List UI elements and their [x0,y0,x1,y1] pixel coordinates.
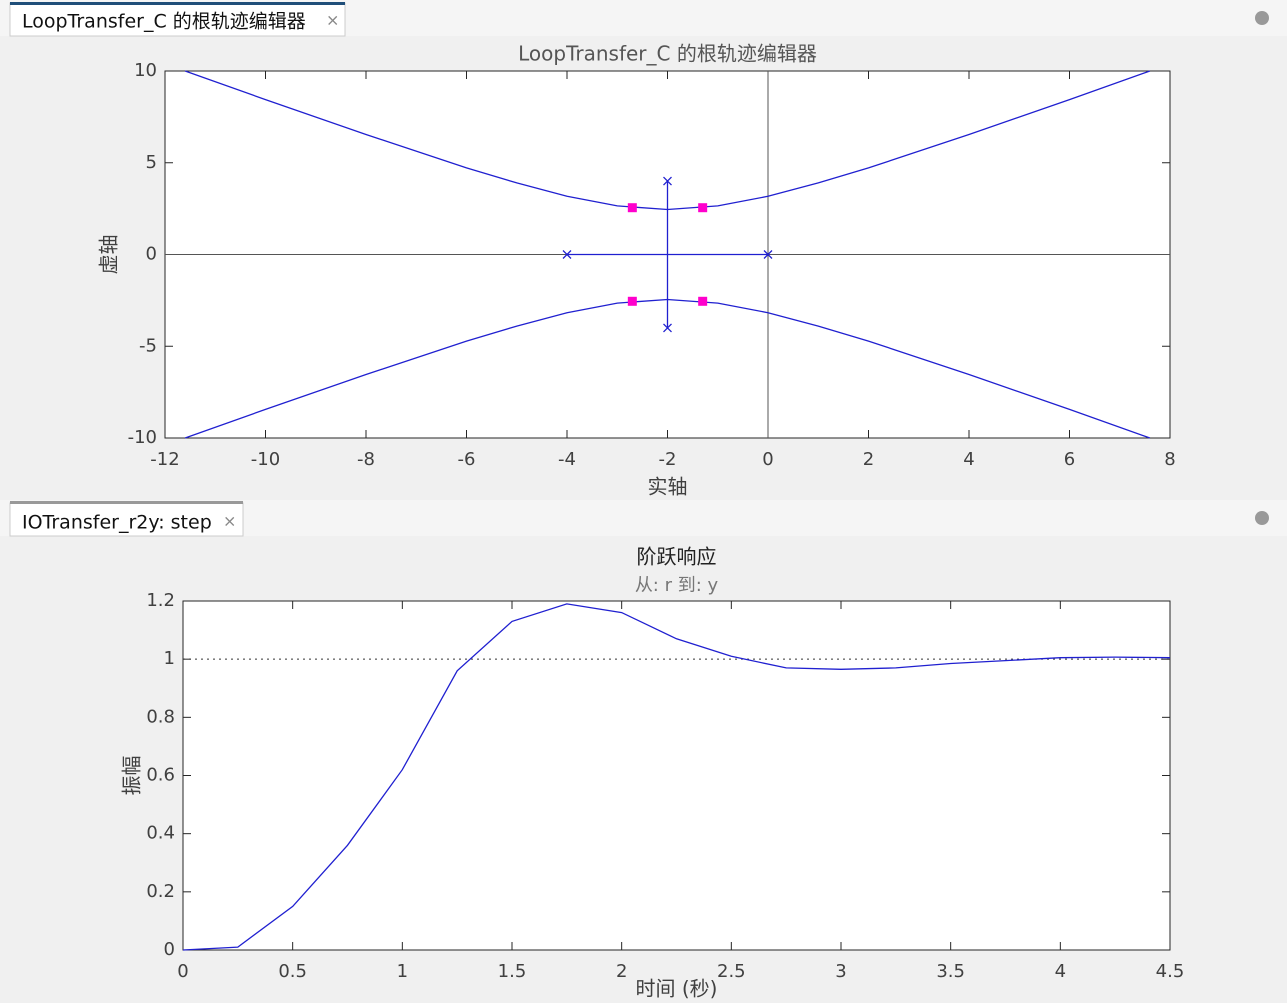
y-tick-label: 0 [146,244,157,265]
y-tick-label: -5 [139,335,157,356]
closed-loop-pole [698,203,708,213]
tab-close[interactable]: × [223,512,236,531]
closed-loop-pole [627,203,637,213]
y-tick-label: 0 [164,939,175,960]
x-tick-label: 2 [863,449,874,470]
x-tick-label: 4.5 [1156,961,1185,982]
x-tick-label: -12 [150,449,179,470]
menu-button[interactable] [1255,511,1269,525]
pole-marker [562,250,572,259]
tab-close[interactable]: × [326,11,339,30]
curve [182,603,1171,951]
y-tick-label: 5 [146,152,157,173]
x-tick-label: 4 [963,449,974,470]
y-tick-label: 0.2 [146,881,175,902]
x-tick-label: 2 [616,961,627,982]
x-tick-label: 4 [1055,961,1066,982]
x-tick-label: 8 [1164,449,1175,470]
closed-loop-pole [698,296,708,306]
x-tick-label: -6 [458,449,476,470]
x-tick-label: 0.5 [278,961,307,982]
pole-marker [663,176,672,186]
plot-area [182,600,1171,951]
x-axis-label: 时间 (秒) [636,977,718,1000]
tab-label: IOTransfer_r2y: step [22,512,212,534]
tab-indicator [10,2,345,5]
pole-marker [663,323,672,333]
closed-loop-pole [627,296,637,306]
chart-subtitle: 从: r 到: y [635,575,719,596]
tab-indicator [10,501,243,504]
tab-label: LoopTransfer_C 的根轨迹编辑器 [22,11,306,33]
x-tick-label: 1 [397,961,408,982]
x-tick-label: -10 [251,449,280,470]
y-tick-label: 1 [164,648,175,669]
x-tick-label: -8 [357,449,375,470]
y-tick-label: 0.8 [146,706,175,727]
x-tick-label: 6 [1064,449,1075,470]
x-tick-label: 0 [762,449,773,470]
y-tick-label: 10 [134,60,157,81]
tab[interactable] [9,502,244,537]
x-tick-label: -2 [659,449,677,470]
x-axis-label: 实轴 [648,475,688,499]
x-tick-label: -4 [558,449,576,470]
pole-marker [763,250,773,259]
chart-title: LoopTransfer_C 的根轨迹编辑器 [518,42,817,66]
y-tick-label: 0.4 [146,823,175,844]
y-axis-label: 振幅 [120,756,144,796]
x-tick-label: 3.5 [936,961,965,982]
menu-button[interactable] [1255,11,1269,25]
x-tick-label: 2.5 [717,961,746,982]
y-axis-label: 虚轴 [97,235,121,275]
y-tick-label: 0.6 [146,765,175,786]
x-tick-label: 1.5 [498,961,527,982]
chart-title: 阶跃响应 [637,545,717,569]
tab[interactable] [9,2,346,37]
x-tick-label: 0 [177,961,188,982]
x-tick-label: 3 [835,961,846,982]
y-tick-label: 1.2 [146,590,175,611]
y-tick-label: -10 [128,427,157,448]
